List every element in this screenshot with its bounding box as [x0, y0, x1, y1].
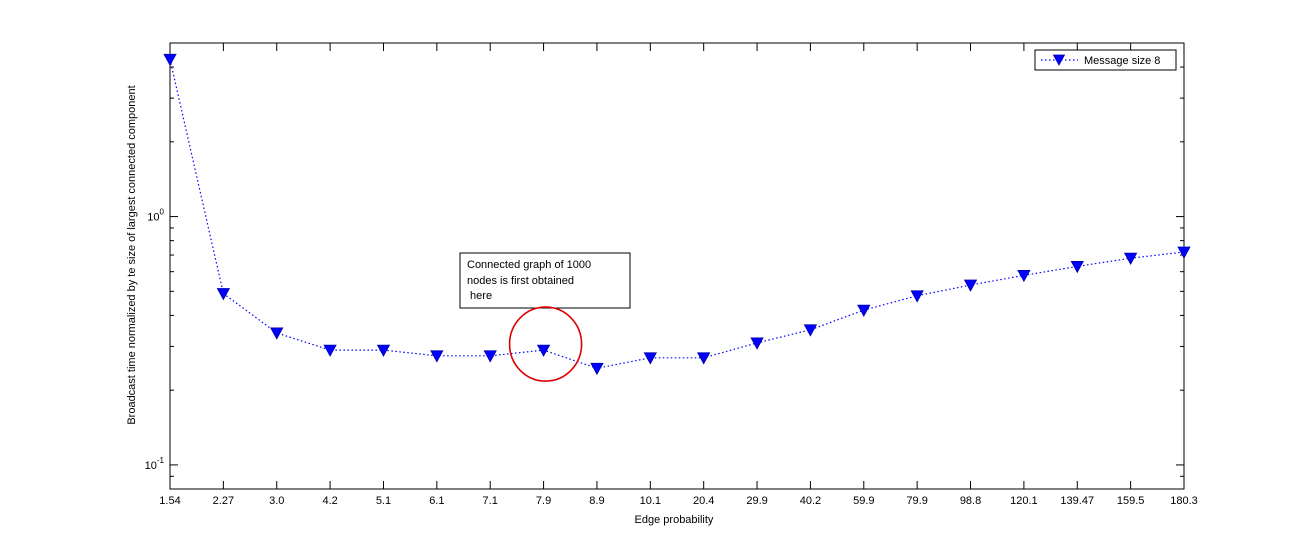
x-tick-label: 7.1 — [483, 495, 498, 507]
data-point-marker — [1070, 261, 1084, 274]
x-tick-label: 98.8 — [960, 495, 981, 507]
x-tick-label: 20.4 — [693, 495, 714, 507]
series-markers — [163, 53, 1191, 376]
annotation-circle — [508, 306, 583, 382]
data-point-marker — [163, 53, 177, 67]
data-point-marker — [376, 344, 391, 357]
x-axis-label: Edge probability — [635, 514, 714, 526]
annotation-box — [459, 252, 631, 309]
data-point-marker — [803, 324, 818, 337]
x-tick-label: 8.9 — [589, 495, 604, 507]
data-point-marker — [697, 352, 711, 365]
data-point-marker — [750, 337, 764, 350]
x-tick-label: 40.2 — [800, 495, 821, 507]
data-point-marker — [323, 344, 337, 357]
x-tick-label: 180.3 — [1170, 495, 1198, 507]
plot-area — [169, 42, 1185, 490]
y-tick-label: 10-1 — [145, 456, 165, 472]
x-tick-label: 2.27 — [213, 495, 234, 507]
x-tick-label: 59.9 — [853, 495, 874, 507]
annotation: Connected graph of 1000 nodes is first o… — [459, 252, 631, 382]
legend-label: Message size 8 — [1084, 55, 1160, 67]
y-tick-labels: 10-1 100 — [145, 208, 165, 472]
data-point-marker — [857, 304, 871, 317]
data-point-marker — [1017, 269, 1031, 283]
x-tick-label: 139.47 — [1060, 495, 1094, 507]
data-point-marker — [216, 288, 231, 301]
x-tick-label: 5.1 — [376, 495, 391, 507]
data-point-marker — [643, 352, 657, 365]
data-point-marker — [963, 279, 978, 292]
x-tick-label: 6.1 — [429, 495, 444, 507]
data-point-marker — [430, 350, 444, 363]
x-tick-label: 29.9 — [746, 495, 767, 507]
annotation-line-3: here — [467, 290, 492, 302]
x-tick-label: 10.1 — [640, 495, 661, 507]
y-axis-label: Broadcast time normalized by te size of … — [126, 85, 138, 424]
x-tick-labels: 1.54 2.27 3.0 4.2 5.1 6.1 7.1 7.9 8.9 10.1 20.4 29.… — [159, 495, 1197, 507]
data-point-marker — [590, 362, 604, 376]
data-point-marker — [270, 327, 284, 340]
data-point-marker — [910, 290, 924, 303]
legend-marker-icon — [1052, 54, 1066, 66]
data-point-marker — [536, 344, 551, 357]
x-tick-label: 120.1 — [1010, 495, 1038, 507]
data-point-marker — [1177, 246, 1191, 259]
y-tick-label: 100 — [147, 208, 164, 224]
x-tick-label: 159.5 — [1117, 495, 1145, 507]
y-major-ticks — [170, 216, 1184, 466]
x-tick-label: 79.9 — [906, 495, 927, 507]
legend: Message size 8 — [1034, 49, 1177, 71]
data-point-marker — [483, 350, 497, 363]
x-tick-label: 1.54 — [159, 495, 180, 507]
x-tick-label: 4.2 — [322, 495, 337, 507]
x-ticks — [169, 43, 1185, 489]
x-tick-label: 3.0 — [269, 495, 284, 507]
x-tick-label: 7.9 — [536, 495, 551, 507]
data-point-marker — [1123, 252, 1138, 266]
annotation-line-1: Connected graph of 1000 — [467, 259, 591, 271]
annotation-line-2: nodes is first obtained — [467, 275, 574, 287]
legend-box — [1034, 49, 1177, 71]
